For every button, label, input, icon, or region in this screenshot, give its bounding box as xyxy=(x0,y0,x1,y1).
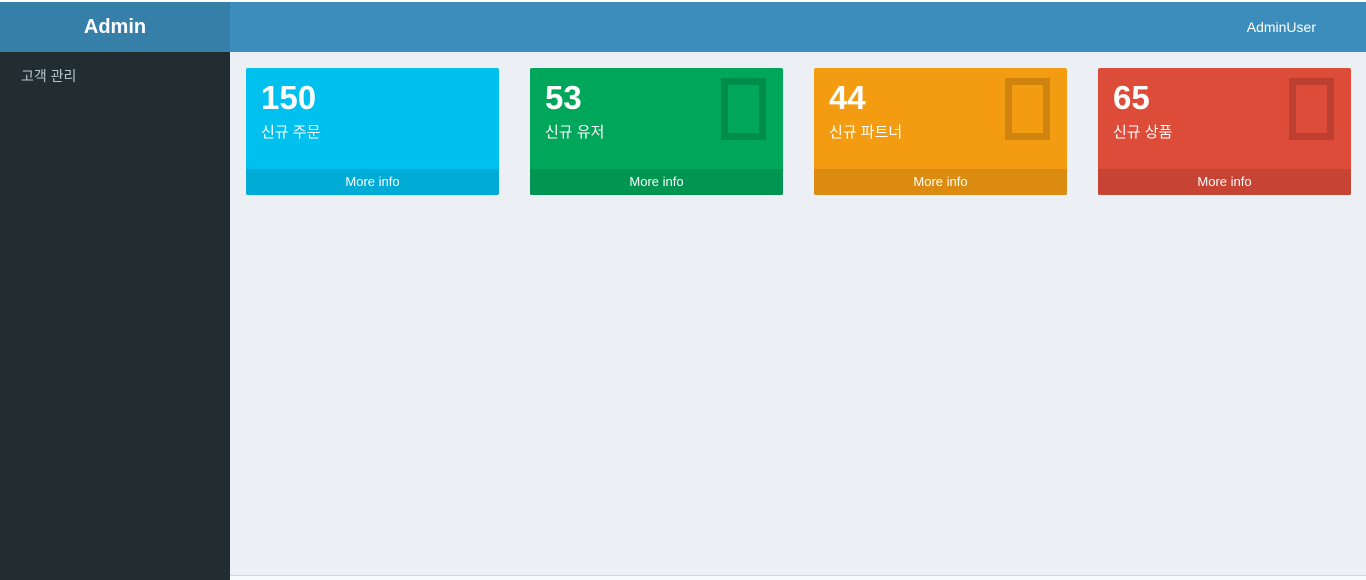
more-info-link[interactable]: More info xyxy=(530,169,783,195)
sidebar-menu: 고객 관리 xyxy=(0,52,230,100)
stat-label: 신규 유저 xyxy=(545,123,605,141)
user-menu[interactable]: AdminUser xyxy=(1246,19,1316,35)
stat-value: 65 xyxy=(1113,79,1150,116)
sidebar: 고객 관리 xyxy=(0,52,230,580)
stat-value: 150 xyxy=(261,79,317,116)
stat-box-new-users: 53 신규 유저 More info xyxy=(530,68,783,195)
more-info-link[interactable]: More info xyxy=(1098,169,1351,195)
brand-logo[interactable]: Admin xyxy=(0,2,230,52)
stat-box-inner: 65 신규 상품 xyxy=(1098,68,1351,169)
stat-label: 신규 파트너 xyxy=(829,123,903,141)
content-column: 150 신규 주문 More info 53 신규 유저 More info xyxy=(230,52,1366,580)
stat-box-inner: 44 신규 파트너 xyxy=(814,68,1067,169)
stat-label: 신규 주문 xyxy=(261,123,321,141)
main-footer xyxy=(230,575,1366,580)
stat-value: 53 xyxy=(545,79,582,116)
main-header: Admin AdminUser xyxy=(0,2,1366,52)
missing-glyph-icon xyxy=(1289,78,1334,140)
more-info-link[interactable]: More info xyxy=(814,169,1067,195)
more-info-link[interactable]: More info xyxy=(246,169,499,195)
missing-glyph-icon xyxy=(721,78,766,140)
stat-box-inner: 53 신규 유저 xyxy=(530,68,783,169)
sidebar-item-customer-management[interactable]: 고객 관리 xyxy=(21,68,77,84)
main-content: 150 신규 주문 More info 53 신규 유저 More info xyxy=(230,52,1366,575)
stat-label: 신규 상품 xyxy=(1113,123,1173,141)
stat-box-new-products: 65 신규 상품 More info xyxy=(1098,68,1351,195)
missing-glyph-icon xyxy=(1005,78,1050,140)
stat-box-inner: 150 신규 주문 xyxy=(246,68,499,169)
stat-box-row: 150 신규 주문 More info 53 신규 유저 More info xyxy=(246,68,1351,195)
body-wrapper: 고객 관리 150 신규 주문 More info xyxy=(0,52,1366,580)
stat-box-new-orders: 150 신규 주문 More info xyxy=(246,68,499,195)
top-navbar: AdminUser xyxy=(230,2,1366,52)
stat-box-new-partners: 44 신규 파트너 More info xyxy=(814,68,1067,195)
stat-value: 44 xyxy=(829,79,866,116)
